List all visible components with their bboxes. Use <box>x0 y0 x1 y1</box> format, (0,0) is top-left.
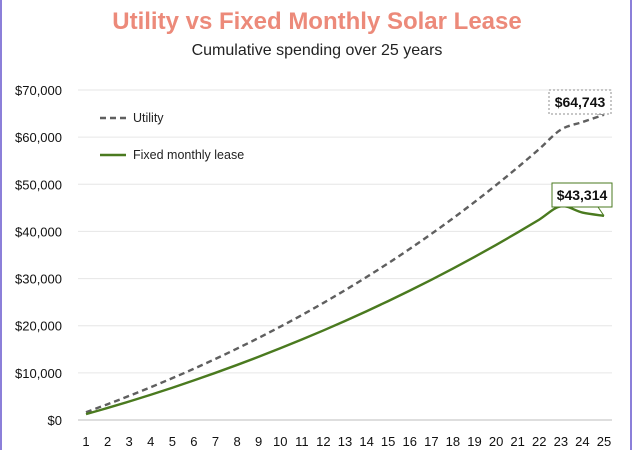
y-tick-label: $0 <box>48 413 62 428</box>
x-tick-label: 5 <box>169 434 176 449</box>
legend-label: Fixed monthly lease <box>133 148 244 162</box>
series-lines <box>85 113 605 416</box>
callout-box <box>551 182 613 208</box>
x-tick-label: 9 <box>255 434 262 449</box>
x-tick-label: 20 <box>489 434 503 449</box>
x-tick-label: 16 <box>403 434 417 449</box>
x-tick-label: 22 <box>532 434 546 449</box>
y-tick-label: $10,000 <box>15 366 62 381</box>
x-tick-label: 13 <box>338 434 352 449</box>
y-tick-label: $20,000 <box>15 319 62 334</box>
x-tick-label: 3 <box>126 434 133 449</box>
end-callouts: $64,743 $43,314 <box>548 89 613 217</box>
x-tick-label: 15 <box>381 434 395 449</box>
y-tick-label: $50,000 <box>15 177 62 192</box>
legend-label: Utility <box>133 111 164 125</box>
end-value-label: $64,743 <box>555 94 606 110</box>
x-tick-label: 10 <box>273 434 287 449</box>
chart-subtitle: Cumulative spending over 25 years <box>191 42 443 59</box>
x-tick-label: 12 <box>316 434 330 449</box>
legend: Utility Fixed monthly lease <box>100 111 244 162</box>
x-axis-ticks: 1 2 3 4 5 6 7 8 9 10 11 12 13 14 15 16 17 18 19 20 21 22 23 24 2… <box>82 434 611 449</box>
x-tick-label: 8 <box>233 434 240 449</box>
y-tick-label: $40,000 <box>15 224 62 239</box>
y-axis-ticks: $0 $10,000 $20,000 $30,000 $40,000 $50,000 $60… <box>15 83 62 428</box>
x-tick-label: 18 <box>446 434 460 449</box>
callout-box <box>548 89 612 115</box>
y-tick-label: $30,000 <box>15 272 62 287</box>
lease-line <box>85 204 605 416</box>
x-tick-label: 19 <box>467 434 481 449</box>
x-tick-label: 14 <box>359 434 373 449</box>
x-tick-label: 25 <box>597 434 611 449</box>
chart-title: Utility vs Fixed Monthly Solar Lease <box>112 8 522 35</box>
x-tick-label: 2 <box>104 434 111 449</box>
x-tick-label: 7 <box>212 434 219 449</box>
y-tick-label: $70,000 <box>15 83 62 98</box>
x-tick-label: 11 <box>295 434 309 449</box>
x-tick-label: 17 <box>424 434 438 449</box>
x-tick-label: 1 <box>82 434 89 449</box>
x-tick-label: 23 <box>554 434 568 449</box>
end-value-label: $43,314 <box>557 187 608 203</box>
x-tick-label: 4 <box>147 434 154 449</box>
x-tick-label: 6 <box>190 434 197 449</box>
grid-lines <box>78 89 612 421</box>
callout-pointer <box>597 206 605 217</box>
utility-line <box>85 113 605 414</box>
y-tick-label: $60,000 <box>15 130 62 145</box>
x-tick-label: 24 <box>575 434 589 449</box>
x-tick-label: 21 <box>510 434 524 449</box>
